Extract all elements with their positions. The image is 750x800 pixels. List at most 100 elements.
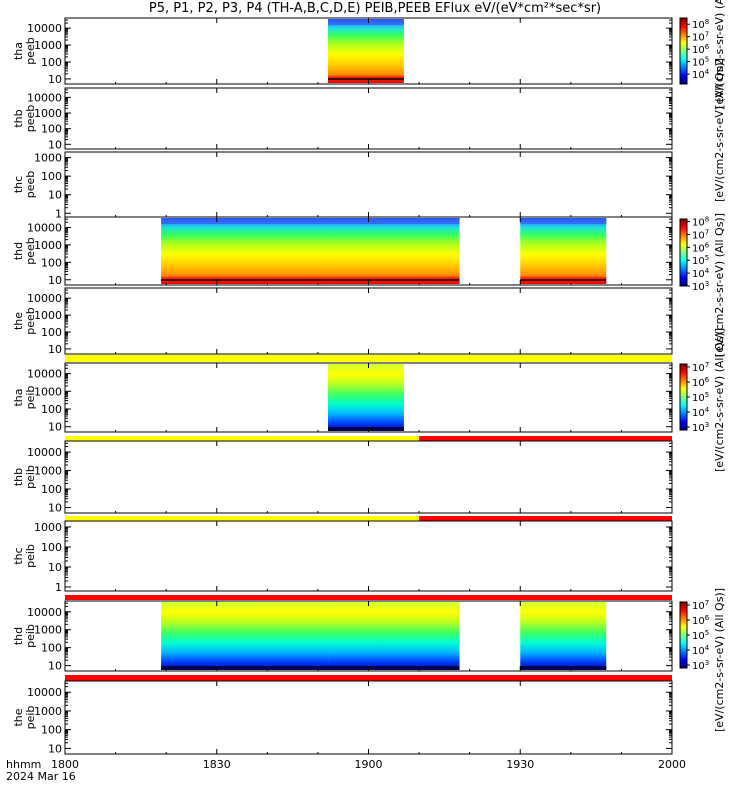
spectrogram-data <box>161 602 607 670</box>
colorbar-label: [eV/(cm2-s-sr-eV) (All Qs)] <box>713 58 726 202</box>
colorbar-tick-exponent: 7 <box>705 31 709 39</box>
high-energy-band <box>161 218 329 224</box>
y-tick-label: 1000 <box>34 152 62 165</box>
panel-label-product: peeb <box>24 171 37 199</box>
y-tick-label: 1000 <box>34 385 62 398</box>
panel-frame <box>64 440 673 514</box>
low-energy-band <box>161 666 329 670</box>
colorbar-tick-label: 103 <box>692 421 709 434</box>
panel-label-probe: thd <box>12 242 25 260</box>
colorbar-tick-mantissa: 10 <box>692 616 705 627</box>
spectrogram-data <box>328 19 404 83</box>
high-energy-band <box>520 218 607 224</box>
colorbar-tick-exponent: 4 <box>705 68 710 76</box>
y-tick-label: 1000 <box>34 521 62 534</box>
panel-label-probe: the <box>12 708 25 726</box>
colorbar-tick-exponent: 4 <box>705 644 710 652</box>
y-tick-label: 100 <box>41 256 62 269</box>
colorbar-tick-mantissa: 10 <box>692 269 705 280</box>
colorbar-label: [eV/(cm2-s-sr-eV) (All <box>713 0 726 109</box>
colorbar-tick-label: 104 <box>692 644 710 657</box>
colorbar-tick-label: 107 <box>692 31 709 44</box>
colorbar-tick-label: 104 <box>692 68 710 81</box>
colorbar-label-text: [eV/(cm2-s-sr-eV) (All Qs)] <box>713 58 726 202</box>
colorbar-tick-mantissa: 10 <box>692 218 705 229</box>
spectrogram-interval <box>161 602 329 670</box>
panel-label-product: peeb <box>24 307 37 335</box>
spectrogram-interval <box>328 19 404 83</box>
high-energy-band <box>328 218 460 224</box>
colorbar-label-text: [eV/(cm2-s-sr-eV) (All Qs)] <box>713 588 726 732</box>
x-tick-label: 1800 <box>51 758 79 771</box>
high-energy-band <box>328 19 404 25</box>
spectrogram-interval <box>328 602 460 670</box>
y-tick-label: 100 <box>41 170 62 183</box>
flag-bar-segment <box>419 436 672 441</box>
panel-label-product: peeb <box>24 105 37 133</box>
colorbar-tick-mantissa: 10 <box>692 378 705 389</box>
y-tick-label: 10 <box>48 660 62 673</box>
x-tick-label: 2000 <box>658 758 686 771</box>
colorbar-tick-mantissa: 10 <box>692 58 705 69</box>
y-tick-label: 10000 <box>27 606 62 619</box>
y-tick-label: 1000 <box>34 705 62 718</box>
panel-label-product: peib <box>24 465 37 489</box>
colorbar-tick-exponent: 6 <box>705 376 710 384</box>
colorbar-tick-label: 106 <box>692 43 710 56</box>
colorbar-tick-exponent: 3 <box>705 659 709 667</box>
y-tick-label: 100 <box>41 642 62 655</box>
panel-label-product: peeb <box>24 37 37 65</box>
y-tick-label: 1000 <box>34 239 62 252</box>
colorbar-tick-exponent: 4 <box>705 406 710 414</box>
colorbar-tick-label: 107 <box>692 361 709 374</box>
spectrogram-data <box>161 218 607 284</box>
colorbar-tick-label: 104 <box>692 406 710 419</box>
colorbar-tick-mantissa: 10 <box>692 33 705 44</box>
colorbar-tick-exponent: 5 <box>705 56 709 64</box>
colorbar-tick-mantissa: 10 <box>692 601 705 612</box>
y-tick-label: 1 <box>55 207 62 220</box>
colorbar-tick-label: 108 <box>692 18 709 31</box>
flag-bar-segment <box>65 436 420 441</box>
colorbar-tick-label: 105 <box>692 629 709 642</box>
colorbar-tick-label: 105 <box>692 391 709 404</box>
colorbar-tick-exponent: 3 <box>705 421 709 429</box>
colorbar-label-text: [eV/(cm2-s-sr-eV) (All Qs)] <box>713 213 726 357</box>
colorbar-tick-label: 106 <box>692 614 710 627</box>
low-energy-band <box>520 666 607 670</box>
colorbar <box>679 218 688 287</box>
panel-label: the peib <box>12 706 37 730</box>
flag-bar-segment <box>65 595 672 600</box>
flag-bar-segment <box>419 516 672 521</box>
colorbar-tick-mantissa: 10 <box>692 363 705 374</box>
spectrogram-interval <box>520 602 607 670</box>
panel-label-probe: thc <box>12 176 25 193</box>
y-tick-label: 1000 <box>34 465 62 478</box>
y-tick-label: 10000 <box>27 221 62 234</box>
flag-bar-segment <box>65 675 672 681</box>
y-tick-label: 10000 <box>27 686 62 699</box>
colorbar-tick-mantissa: 10 <box>692 230 705 241</box>
colorbar-tick-exponent: 5 <box>705 391 709 399</box>
y-tick-label: 100 <box>41 724 62 737</box>
spectrogram-interval <box>328 364 404 431</box>
colorbar-tick-exponent: 8 <box>705 18 709 26</box>
panel-label-product: peib <box>24 544 37 568</box>
y-tick-label: 10 <box>48 274 62 287</box>
x-axis-label: hhmm <box>6 758 41 771</box>
y-tick-label: 1000 <box>34 107 62 120</box>
colorbar-tick-exponent: 6 <box>705 43 710 51</box>
panel-label: thb peeb <box>12 105 37 133</box>
colorbar-tick-mantissa: 10 <box>692 646 705 657</box>
spectrogram-data <box>328 364 404 431</box>
y-tick-label: 10000 <box>27 292 62 305</box>
panel-frame <box>64 151 673 218</box>
panel-label: thb peib <box>12 465 37 489</box>
panel-frame <box>64 87 673 150</box>
panel-label: the peeb <box>12 307 37 335</box>
y-tick-label: 100 <box>41 483 62 496</box>
panel-label-probe: tha <box>12 42 25 60</box>
y-tick-label: 1000 <box>34 39 62 52</box>
panel-label-probe: the <box>12 312 25 330</box>
low-energy-band <box>328 666 460 670</box>
